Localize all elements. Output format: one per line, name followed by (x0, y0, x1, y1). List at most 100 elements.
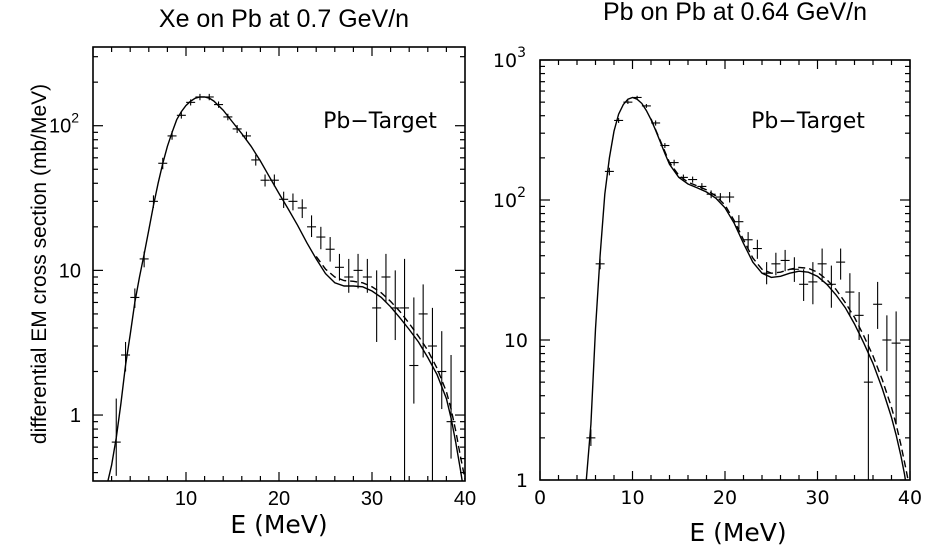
data-point (697, 183, 707, 190)
data-point (409, 297, 419, 404)
y-tick-label-base: 1 (70, 405, 81, 427)
model-curve-dashed (315, 255, 466, 480)
y-tick-label: 10 (59, 260, 81, 282)
data-point (418, 284, 428, 358)
data-point (427, 307, 437, 481)
data-point (390, 270, 400, 341)
y-tick-label: 1 (516, 470, 528, 492)
y-tick-label: 103 (493, 45, 526, 72)
data-points-left (111, 93, 456, 481)
y-tick-label: 102 (493, 185, 526, 212)
data-point (372, 270, 382, 342)
x-tick-label: 0 (534, 487, 546, 509)
data-point (651, 120, 661, 126)
y-tick-label: 1 (70, 405, 81, 427)
data-point (882, 315, 892, 372)
data-point (400, 258, 410, 481)
data-point (873, 281, 883, 329)
x-tick-label: 20 (268, 488, 290, 510)
data-point (863, 334, 873, 480)
data-point (204, 93, 214, 101)
data-point (614, 118, 624, 123)
data-point (139, 251, 149, 268)
x-tick-label: 10 (175, 488, 197, 510)
data-point (771, 252, 781, 276)
y-tick-label: 10 (504, 330, 528, 352)
data-point (121, 341, 131, 372)
data-point (808, 262, 818, 305)
data-point (688, 176, 698, 183)
y-tick-label: 102 (49, 110, 79, 138)
y-tick-label-base: 10 (493, 190, 517, 212)
data-point (641, 103, 651, 108)
annotation-right: Pb−Target (751, 109, 865, 134)
chart-panel-pb-on-pb: Pb on Pb at 0.64 GeV/n Pb−Target E (MeV)… (493, 0, 922, 547)
data-point (167, 130, 177, 140)
data-point (232, 125, 242, 134)
data-point (260, 174, 270, 187)
curves-right (585, 96, 909, 481)
data-point (678, 174, 688, 181)
chart-title-right: Pb on Pb at 0.64 GeV/n (603, 0, 867, 26)
y-tick-label-exponent: 2 (71, 110, 79, 126)
data-point (706, 190, 716, 199)
data-point (891, 311, 901, 425)
data-point (353, 253, 363, 289)
data-point (195, 93, 205, 101)
data-point (715, 193, 725, 202)
data-point (743, 232, 753, 249)
x-tick-label: 10 (620, 487, 644, 509)
x-tick-label: 30 (805, 487, 829, 509)
y-tick-label-base: 1 (516, 470, 528, 492)
data-points-right (586, 95, 901, 480)
data-point (325, 237, 335, 262)
data-point (854, 292, 864, 340)
data-point (752, 239, 762, 259)
y-tick-label-base: 10 (493, 50, 517, 72)
x-tick-label: 20 (713, 487, 737, 509)
data-point (176, 111, 186, 119)
data-point (381, 253, 391, 303)
data-point (269, 174, 279, 187)
data-point (632, 95, 642, 100)
data-point (437, 331, 447, 410)
data-point (836, 248, 846, 280)
data-point (223, 113, 233, 121)
data-point (826, 265, 836, 308)
model-curve-solid (107, 96, 463, 482)
model-curve-solid (585, 96, 907, 481)
data-point (780, 249, 790, 272)
data-point (799, 269, 809, 301)
data-point (725, 192, 735, 203)
chart-title-left: Xe on Pb at 0.7 GeV/n (159, 5, 409, 33)
model-curve-dashed (650, 118, 909, 481)
annotation-left: Pb−Target (323, 109, 437, 134)
data-point (241, 131, 251, 141)
data-point (130, 288, 140, 308)
data-point (789, 257, 799, 282)
data-point (660, 143, 670, 149)
data-point (362, 258, 372, 293)
data-point (251, 154, 261, 166)
data-point (845, 273, 855, 316)
x-tick-label: 40 (898, 487, 922, 509)
data-point (214, 101, 224, 108)
data-point (158, 157, 168, 170)
y-tick-label-exponent: 3 (517, 45, 526, 61)
chart-panel-xe-on-pb: Xe on Pb at 0.7 GeV/n Pb−Target E (MeV) … (49, 5, 476, 539)
data-point (279, 191, 289, 208)
data-point (316, 226, 326, 250)
data-point (288, 193, 298, 211)
ticks-left: 10 20 30 40 1 10 102 (49, 47, 476, 510)
data-point (586, 429, 596, 446)
y-tick-label-base: 10 (504, 330, 528, 352)
y-tick-label-exponent: 2 (517, 185, 526, 201)
data-point (734, 215, 744, 230)
y-axis-label: differential EM cross section (mb/MeV) (28, 84, 51, 444)
x-axis-label-left: E (MeV) (230, 510, 327, 539)
x-tick-label: 40 (454, 488, 476, 510)
x-tick-label: 30 (361, 488, 383, 510)
data-point (297, 199, 307, 219)
data-point (623, 100, 633, 104)
